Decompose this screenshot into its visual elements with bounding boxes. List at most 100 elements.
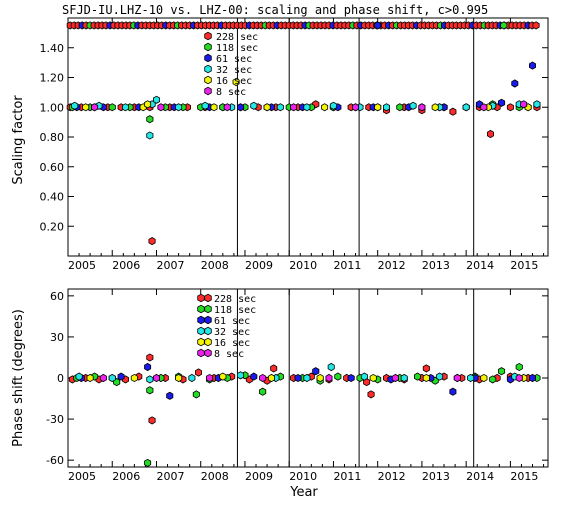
y-tick-label: -30 (46, 413, 64, 426)
legend-marker (197, 348, 205, 358)
y-tick-label: 0.40 (40, 191, 65, 204)
legend-label: 16 sec (214, 338, 250, 349)
data-point-32-sec (409, 101, 417, 110)
data-point-32-sec (400, 373, 408, 383)
x-tick-label: 2008 (201, 259, 229, 272)
y-tick-label: 0.60 (40, 161, 65, 174)
legend-marker (197, 326, 205, 336)
x-tick-label: 2014 (466, 470, 494, 483)
data-point-8-sec (418, 103, 426, 112)
x-tick-label: 2011 (333, 259, 361, 272)
phase-x-axis-label: Year (289, 485, 318, 500)
data-point-61-sec (511, 79, 519, 88)
y-tick-label: 30 (50, 331, 64, 344)
data-point-228-sec (194, 368, 203, 377)
data-point-118-sec (396, 103, 404, 112)
legend-label: 61 sec (214, 316, 250, 327)
data-point-16-sec (374, 103, 382, 112)
data-point-118-sec (489, 375, 497, 384)
x-tick-label: 2007 (156, 470, 184, 483)
data-point-8-sec (157, 103, 165, 112)
data-point-32-sec (75, 372, 83, 381)
data-point-8-sec (515, 373, 523, 383)
x-tick-label: 2009 (245, 259, 273, 272)
legend-marker (204, 86, 212, 96)
x-tick-label: 2010 (289, 259, 317, 272)
data-point-32-sec (250, 101, 258, 110)
data-point-32-sec (71, 101, 79, 110)
data-point-228-sec (506, 103, 514, 112)
data-point-32-sec (327, 362, 335, 372)
legend-label: 16 sec (216, 76, 252, 87)
x-tick-label: 2008 (201, 470, 229, 483)
x-tick-label: 2015 (510, 259, 538, 272)
legend-marker (204, 31, 212, 41)
data-point-228-sec (422, 364, 430, 373)
data-point-16-sec (422, 373, 430, 383)
data-point-16-sec (321, 103, 329, 112)
data-point-8-sec (351, 103, 360, 112)
data-point-32-sec (360, 372, 368, 381)
data-point-16-sec (431, 103, 439, 112)
clipped-data-point (532, 21, 540, 30)
data-point-118-sec (144, 458, 152, 467)
data-point-16-sec (82, 103, 90, 112)
legend-label: 228 sec (214, 294, 256, 305)
data-point-32-sec (236, 371, 245, 380)
data-point-8-sec (480, 103, 488, 112)
data-point-61-sec (497, 98, 506, 107)
data-point-118-sec (259, 387, 267, 396)
chart-title: SFJD-IU.LHZ-10 vs. LHZ-00: scaling and p… (62, 3, 488, 17)
x-tick-label: 2006 (112, 470, 140, 483)
data-point-8-sec (259, 373, 267, 383)
data-point-16-sec (175, 373, 183, 383)
scaling-plot-frame (67, 17, 549, 257)
data-point-8-sec (453, 373, 461, 383)
data-point-16-sec (210, 103, 218, 112)
data-point-32-sec (533, 100, 541, 109)
legend-marker (197, 315, 205, 325)
legend-marker (197, 337, 205, 347)
data-point-228-sec (270, 364, 278, 373)
x-tick-label: 2013 (422, 470, 450, 483)
data-point-8-sec (99, 373, 107, 383)
data-point-16-sec (144, 100, 152, 109)
legend-marker (204, 304, 212, 314)
data-point-61-sec (144, 362, 152, 372)
y-tick-label: -60 (46, 454, 64, 467)
data-point-8-sec (152, 373, 161, 383)
data-point-8-sec (205, 373, 214, 383)
clipped-data-point (500, 21, 508, 30)
data-point-32-sec (462, 103, 470, 112)
data-point-32-sec (329, 101, 338, 110)
legend-marker (197, 293, 205, 303)
legend-label: 118 sec (216, 43, 258, 54)
data-point-61-sec (312, 367, 320, 376)
legend-marker (204, 337, 212, 347)
legend-marker (204, 42, 212, 52)
x-tick-label: 2005 (68, 259, 96, 272)
data-point-61-sec (294, 373, 302, 383)
y-tick-label: 60 (50, 290, 64, 303)
data-point-228-sec (367, 390, 375, 399)
data-point-32-sec (276, 103, 284, 112)
data-point-61-sec (529, 373, 536, 383)
data-point-16-sec (86, 373, 94, 383)
clipped-data-point (374, 21, 382, 30)
data-point-16-sec (267, 373, 276, 383)
data-point-118-sec (334, 372, 342, 381)
data-point-32-sec (175, 103, 183, 112)
legend-marker (204, 53, 212, 63)
x-tick-label: 2012 (378, 259, 406, 272)
data-point-16-sec (232, 77, 240, 87)
legend-marker (204, 293, 212, 303)
data-point-61-sec (166, 391, 174, 400)
data-point-8-sec (91, 103, 99, 112)
data-point-16-sec (480, 373, 488, 383)
data-point-32-sec (108, 373, 116, 383)
data-point-8-sec (391, 373, 399, 383)
data-point-61-sec (236, 103, 245, 112)
data-point-8-sec (325, 373, 333, 383)
data-point-32-sec (303, 103, 311, 112)
data-point-32-sec (146, 375, 154, 384)
